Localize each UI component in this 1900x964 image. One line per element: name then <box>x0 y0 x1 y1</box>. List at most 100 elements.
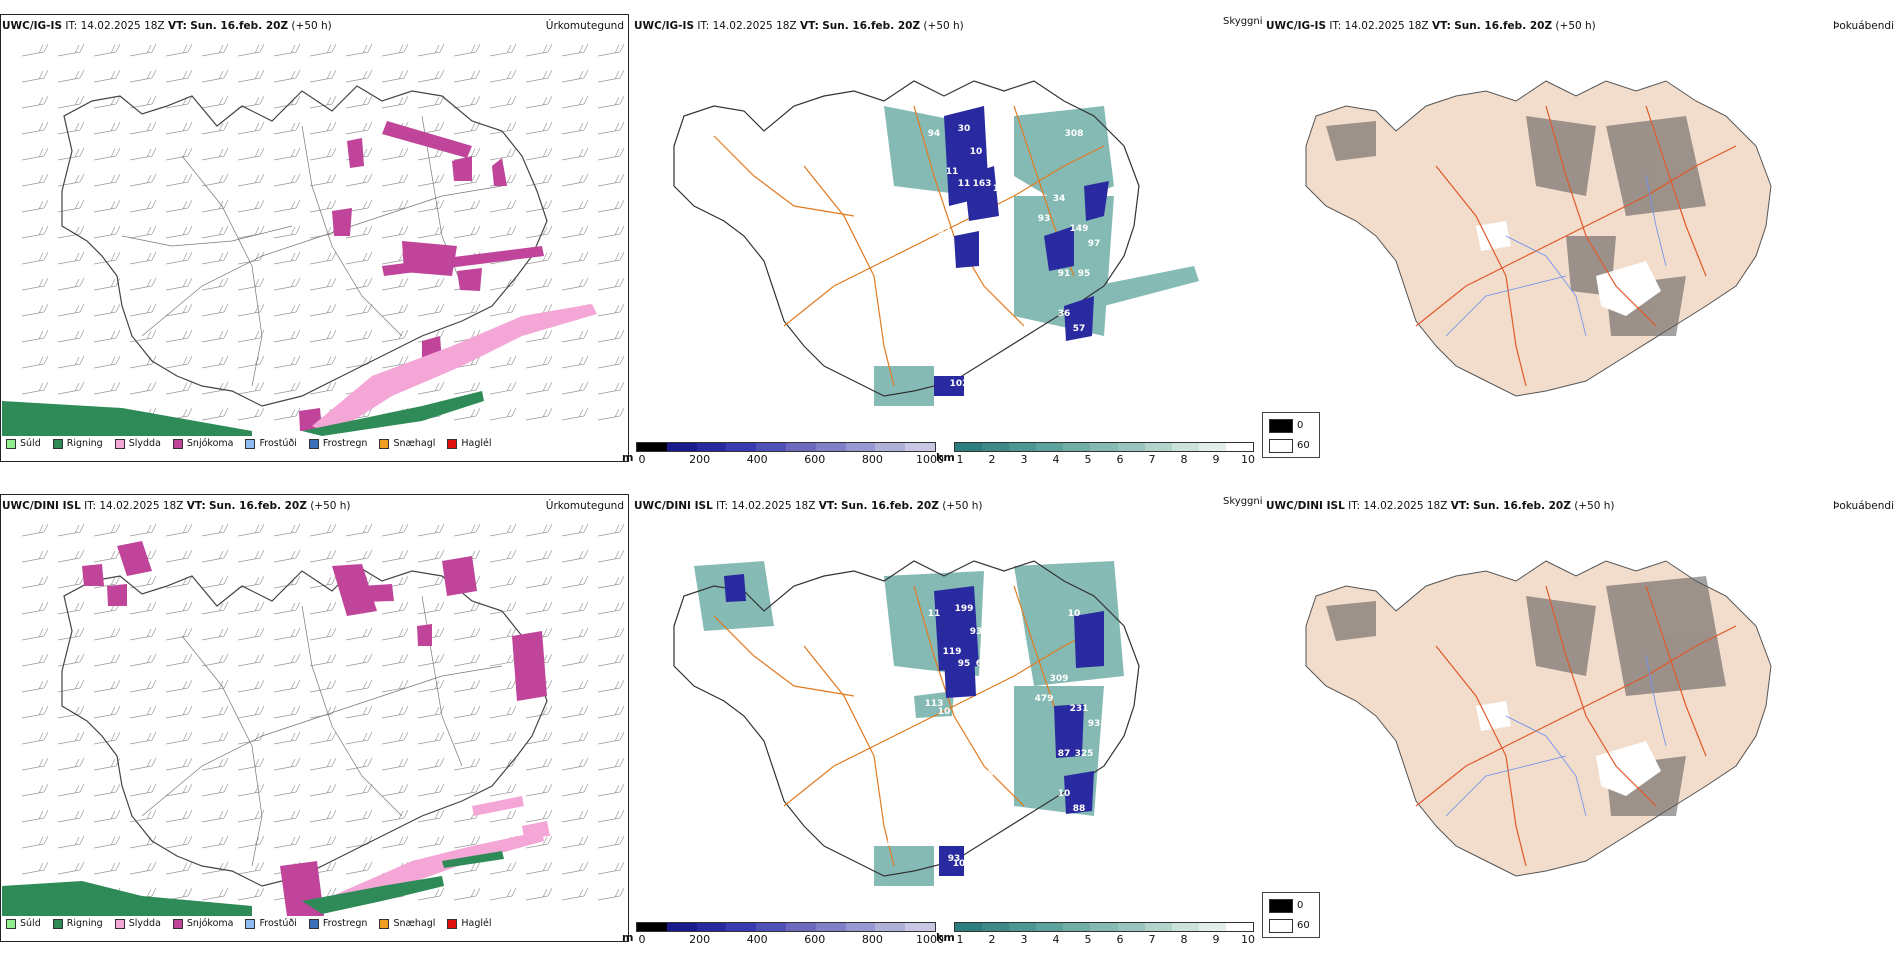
wind-barb <box>237 809 265 823</box>
wind-barb <box>21 523 49 537</box>
wind-barb <box>597 705 625 719</box>
colorbar-tick: 400 <box>746 933 768 946</box>
fog-legend-swatch-60 <box>1269 919 1293 933</box>
wind-barb <box>525 199 553 213</box>
wind-barb <box>93 783 121 797</box>
colorbar-swatch <box>1117 923 1145 931</box>
wind-barb <box>129 783 157 797</box>
legend-label: Frostúði <box>259 438 297 449</box>
wind-barb <box>381 783 409 797</box>
value-label: 308 <box>1065 129 1084 139</box>
wind-barb <box>525 69 553 83</box>
wind-barb <box>93 705 121 719</box>
wind-barb <box>525 43 553 57</box>
rain-areas <box>2 851 504 916</box>
value-label: 94 <box>928 129 941 139</box>
fog-legend-swatch-0 <box>1269 419 1293 433</box>
wind-barb <box>273 277 301 291</box>
colorbar-swatch <box>1009 923 1037 931</box>
wind-barb <box>129 381 157 395</box>
legend-item: Haglél <box>447 438 492 449</box>
wind-barb <box>21 757 49 771</box>
panel-header: UWC/IG-IS IT: 14.02.2025 18Z VT: Sun. 16… <box>1266 20 1894 36</box>
wind-barb <box>381 173 409 187</box>
wind-barb <box>237 549 265 563</box>
wind-barb <box>489 809 517 823</box>
value-label: 88 <box>1073 804 1086 814</box>
wind-barb <box>561 809 589 823</box>
wind-barb <box>273 121 301 135</box>
fog-legend-label-0: 0 <box>1297 900 1304 911</box>
legend-label: Súld <box>20 918 41 929</box>
wind-barb <box>273 225 301 239</box>
wind-barb <box>345 329 373 343</box>
colorbar-swatch <box>756 443 786 451</box>
wind-barb <box>597 731 625 745</box>
wind-barb <box>525 575 553 589</box>
wind-barb <box>561 523 589 537</box>
roads-network <box>713 585 1105 867</box>
wind-barb <box>309 705 337 719</box>
colorbar-swatch <box>1171 443 1199 451</box>
it-value: 14.02.2025 18Z <box>1363 500 1448 512</box>
wind-barb <box>309 523 337 537</box>
wind-barb <box>165 653 193 667</box>
wind-barb <box>345 783 373 797</box>
wind-barb <box>273 147 301 161</box>
precip-map <box>2 523 625 916</box>
wind-barb <box>489 147 517 161</box>
legend-item: Rigning <box>52 918 103 929</box>
wind-barb <box>57 277 85 291</box>
wind-barb <box>237 303 265 317</box>
wind-barb <box>273 43 301 57</box>
wind-barb <box>489 653 517 667</box>
wind-barb <box>93 173 121 187</box>
wind-barb <box>201 809 229 823</box>
colorbar-swatch <box>1171 923 1199 931</box>
wind-barb <box>93 147 121 161</box>
wind-barb <box>381 69 409 83</box>
wind-barb <box>57 835 85 849</box>
colorbar-swatch <box>845 923 876 931</box>
wind-barbs <box>21 523 625 901</box>
wind-barb <box>21 679 49 693</box>
value-label: 95 <box>988 769 1001 779</box>
wind-barb <box>309 575 337 589</box>
wind-barb <box>489 523 517 537</box>
wind-barb <box>237 835 265 849</box>
wind-barb <box>129 199 157 213</box>
colorbar-tick: 1 <box>956 453 964 466</box>
wind-barb <box>489 381 517 395</box>
wind-barb <box>237 575 265 589</box>
vt-label: VT: <box>818 500 838 512</box>
wind-barb <box>489 69 517 83</box>
wind-barb <box>201 277 229 291</box>
wind-barb <box>165 679 193 693</box>
visibility-colorbar-ticks: 1 2 3 4 5 6 7 8 9 10 <box>954 453 1256 467</box>
colorbar-swatch <box>815 923 846 931</box>
colorbar-swatch <box>1117 443 1145 451</box>
wind-barb <box>345 861 373 875</box>
value-label: 13 <box>993 664 1006 674</box>
wind-barb <box>201 549 229 563</box>
wind-barb <box>237 523 265 537</box>
visibility-panel: UWC/IG-IS IT: 14.02.2025 18Z VT: Sun. 16… <box>622 14 1263 467</box>
wind-barb <box>21 601 49 615</box>
colorbar-tick: 5 <box>1084 933 1092 946</box>
fog-legend-label-0: 0 <box>1297 420 1304 431</box>
wind-barb <box>525 355 553 369</box>
wind-barb <box>525 251 553 265</box>
wind-barb <box>597 679 625 693</box>
legend-label: Frostúði <box>259 918 297 929</box>
wind-barb <box>489 95 517 109</box>
wind-barb <box>489 549 517 563</box>
wind-barb <box>597 303 625 317</box>
wind-barb <box>309 627 337 641</box>
legend-label: Rigning <box>66 918 103 929</box>
wind-barb <box>453 225 481 239</box>
colorbar-tick: 4 <box>1052 933 1060 946</box>
legend-swatch <box>6 438 16 449</box>
wind-barb <box>561 549 589 563</box>
wind-barb <box>273 329 301 343</box>
wind-barb <box>525 381 553 395</box>
